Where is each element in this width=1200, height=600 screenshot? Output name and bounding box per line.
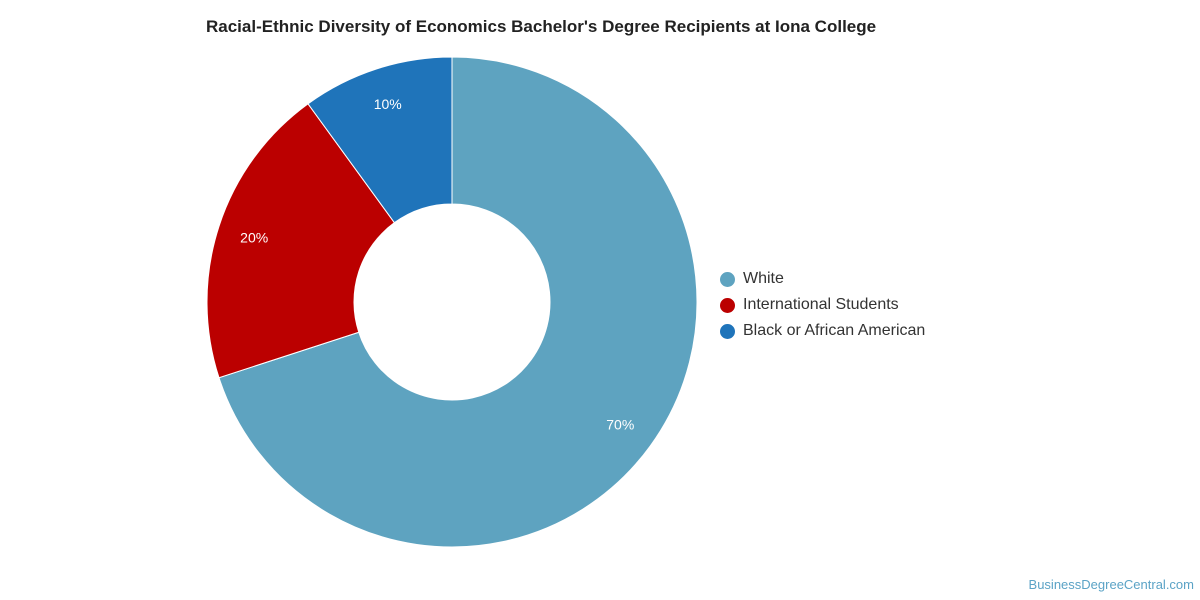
legend-swatch-icon [720, 271, 735, 287]
slice-white[interactable] [218, 56, 698, 548]
slice-black-or-african-american[interactable] [307, 56, 453, 224]
legend-label: White [743, 270, 784, 287]
chart-legend: White International Students Black or Afri… [720, 266, 925, 344]
legend-swatch-icon [720, 323, 735, 339]
slice-label-international-students: 20% [240, 230, 268, 246]
slice-international-students[interactable] [206, 103, 396, 379]
legend-label: Black or African American [743, 322, 926, 339]
legend-label: International Students [743, 296, 899, 313]
legend-item-international-students[interactable]: International Students [720, 292, 925, 318]
slice-label-white: 70% [606, 416, 634, 432]
chart-title: Racial-Ethnic Diversity of Economics Bac… [206, 17, 877, 36]
slice-labels-group: 70% 20% 10% [240, 96, 634, 432]
slice-label-black-or-african-american: 10% [374, 96, 402, 112]
legend-item-black-or-african-american[interactable]: Black or African American [720, 318, 925, 344]
slices-group [206, 56, 698, 548]
footer-credit[interactable]: BusinessDegreeCentral.com [1028, 577, 1194, 592]
legend-swatch-icon [720, 297, 735, 313]
legend-item-white[interactable]: White [720, 266, 925, 292]
